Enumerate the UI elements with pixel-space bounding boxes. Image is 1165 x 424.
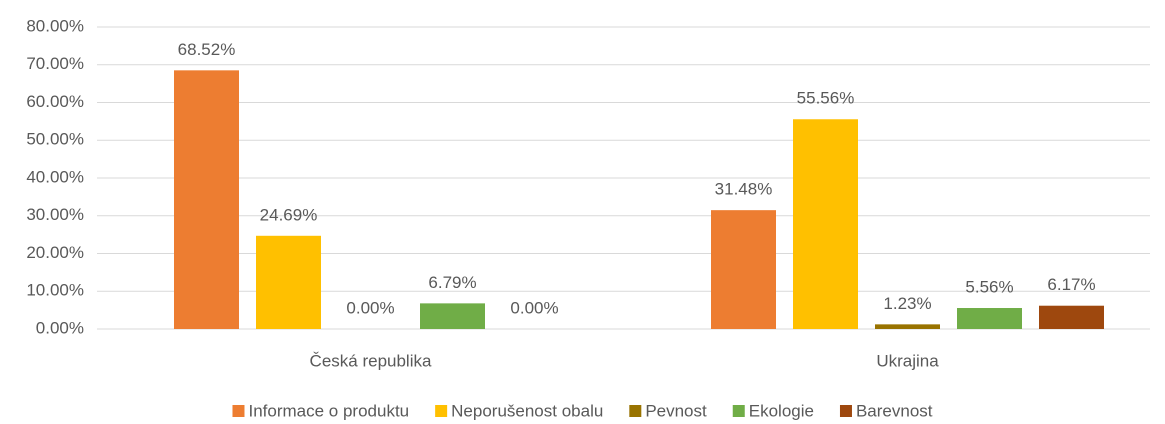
- legend-swatch: [732, 405, 745, 417]
- legend-swatch: [629, 405, 642, 417]
- legend-swatch: [839, 405, 852, 417]
- value-label: 55.56%: [797, 89, 855, 108]
- y-tick-label: 30.00%: [26, 205, 84, 224]
- y-tick-label: 60.00%: [26, 92, 84, 111]
- bar: [256, 235, 321, 329]
- y-tick-label: 70.00%: [26, 54, 84, 73]
- y-tick-label: 0.00%: [36, 318, 84, 337]
- legend-swatch: [232, 405, 245, 417]
- legend-label: Barevnost: [856, 401, 933, 420]
- y-tick-label: 10.00%: [26, 281, 84, 300]
- value-label: 6.17%: [1047, 275, 1095, 294]
- legend-swatch: [435, 405, 448, 417]
- bar: [875, 324, 940, 329]
- legend-label: Informace o produktu: [248, 401, 409, 420]
- value-label: 68.52%: [178, 40, 236, 59]
- bar: [957, 308, 1022, 329]
- value-label: 31.48%: [715, 180, 773, 199]
- y-tick-label: 40.00%: [26, 167, 84, 186]
- legend-label: Pevnost: [645, 401, 707, 420]
- value-label: 24.69%: [260, 205, 318, 224]
- y-tick-label: 80.00%: [26, 16, 84, 35]
- y-tick-label: 20.00%: [26, 243, 84, 262]
- value-label: 0.00%: [346, 298, 394, 317]
- legend-label: Neporušenost obalu: [451, 401, 603, 420]
- x-tick-label: Česká republika: [310, 351, 432, 370]
- value-label: 1.23%: [883, 294, 931, 313]
- value-label: 6.79%: [428, 273, 476, 292]
- bar: [174, 70, 239, 329]
- bar: [711, 210, 776, 329]
- x-tick-label: Ukrajina: [876, 351, 939, 370]
- value-label: 5.56%: [965, 277, 1013, 296]
- y-tick-label: 50.00%: [26, 130, 84, 149]
- legend-label: Ekologie: [749, 401, 814, 420]
- bar: [420, 303, 485, 329]
- bar: [793, 119, 858, 329]
- value-label: 0.00%: [510, 298, 558, 317]
- bar: [1039, 305, 1104, 329]
